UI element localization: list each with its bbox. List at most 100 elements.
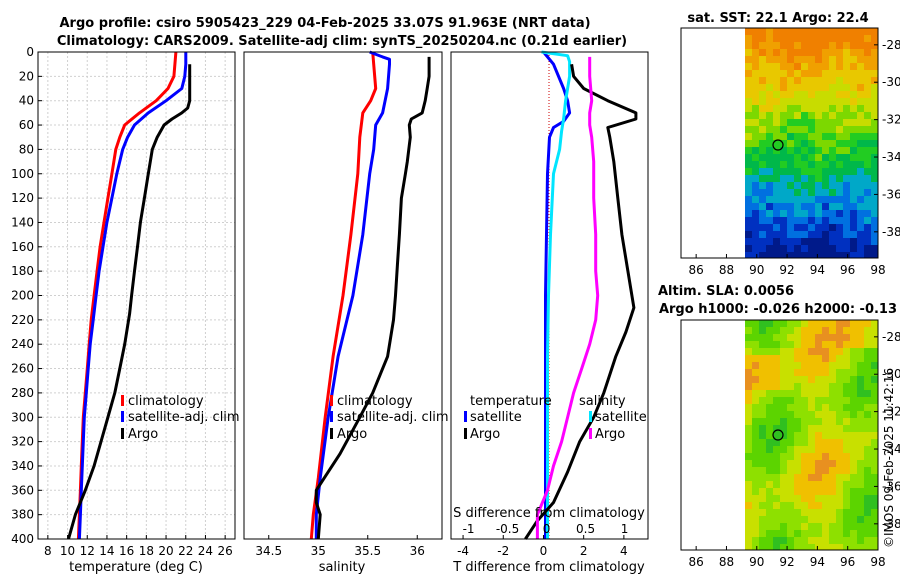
sst-cell: [808, 49, 816, 57]
sla-cell: [808, 467, 816, 475]
sst-cell: [801, 35, 809, 43]
sla-cell: [752, 362, 760, 370]
sst-cell: [773, 77, 781, 85]
lon-tick-label-88: 88: [719, 555, 734, 569]
sla-cell: [752, 509, 760, 517]
sst-cell: [850, 210, 858, 218]
imos-timestamp-footer: ©IMOS 09-Feb-2025 11:42:16: [882, 368, 896, 548]
sla-cell: [780, 446, 788, 454]
sst-cell: [794, 203, 802, 211]
sla-cell: [808, 544, 816, 550]
legend-swatch-t-argo: [464, 428, 467, 439]
sla-cell: [843, 488, 851, 496]
sst-cell: [836, 49, 844, 57]
sst-cell: [766, 28, 774, 36]
sla-cell: [871, 523, 878, 531]
x-tick-label-2: -2: [497, 544, 509, 558]
sst-cell: [843, 203, 851, 211]
sla-cell: [766, 341, 774, 349]
sst-cell: [836, 28, 844, 36]
sst-cell: [829, 35, 837, 43]
sst-cell: [794, 133, 802, 141]
sst-cell: [752, 238, 760, 246]
sla-cell: [822, 411, 830, 419]
sla-cell: [773, 390, 781, 398]
sst-cell: [843, 175, 851, 183]
sst-cell: [808, 84, 816, 92]
sla-cell: [850, 439, 858, 447]
sla-cell: [850, 488, 858, 496]
sst-cell: [773, 112, 781, 120]
sst-cell: [801, 175, 809, 183]
sla-cell: [850, 523, 858, 531]
sla-cell: [843, 495, 851, 503]
sst-cell: [759, 217, 767, 225]
sst-cell: [780, 63, 788, 71]
sst-cell: [787, 140, 795, 148]
series-line-t-argo: [524, 63, 638, 540]
sst-cell: [836, 217, 844, 225]
legend-label-argo: Argo: [337, 427, 367, 442]
sla-cell: [759, 453, 767, 461]
y-tick-label-400: 400: [11, 532, 34, 546]
sst-cell: [780, 161, 788, 169]
sla-cell: [752, 341, 760, 349]
sla-cell: [801, 502, 809, 510]
sla-cell: [801, 467, 809, 475]
sla-cell: [864, 404, 872, 412]
sla-cell: [780, 474, 788, 482]
sst-cell: [745, 28, 753, 36]
sla-cell: [745, 537, 753, 545]
sla-cell: [801, 544, 809, 550]
sst-cell: [871, 98, 878, 106]
s-difference-x-label: S difference from climatology: [453, 506, 645, 521]
sla-cell: [822, 481, 830, 489]
sla-cell: [836, 390, 844, 398]
x-tick-label-22: 22: [178, 544, 193, 558]
sla-cell: [843, 397, 851, 405]
sst-cell: [766, 42, 774, 50]
sla-cell: [850, 320, 858, 328]
x-tick-label-10: 10: [60, 544, 75, 558]
sla-cell: [836, 383, 844, 391]
sst-cell: [752, 231, 760, 239]
sla-cell: [850, 481, 858, 489]
sla-cell: [808, 397, 816, 405]
legend-swatch-satellite: [330, 411, 333, 422]
sla-cell: [759, 446, 767, 454]
sst-cell: [808, 189, 816, 197]
sla-cell: [815, 348, 823, 356]
sst-cell: [822, 210, 830, 218]
sla-cell: [766, 537, 774, 545]
sla-cell: [787, 425, 795, 433]
sla-cell: [829, 488, 837, 496]
sla-cell: [766, 320, 774, 328]
sst-cell: [822, 77, 830, 85]
sst-cell: [836, 112, 844, 120]
temperature-legend: climatology satellite-adj. clim Argo: [121, 394, 240, 442]
sst-cell: [787, 231, 795, 239]
sst-cell: [759, 245, 767, 253]
sla-cell: [815, 481, 823, 489]
y-tick-label-160: 160: [11, 240, 34, 254]
sst-cell: [801, 140, 809, 148]
salinity-panel: 34.5 35 35.5 36 salinity climatology satell…: [243, 50, 449, 575]
sla-cell: [850, 474, 858, 482]
sla-cell: [773, 369, 781, 377]
sst-cell: [857, 91, 865, 99]
sst-cell: [787, 70, 795, 78]
sst-cell: [829, 224, 837, 232]
sla-cell: [822, 446, 830, 454]
sla-cell: [843, 530, 851, 538]
sst-cell: [780, 98, 788, 106]
sla-cell: [871, 530, 878, 538]
sst-cell: [780, 203, 788, 211]
sst-cell: [759, 91, 767, 99]
sst-cell: [801, 70, 809, 78]
sla-cell: [801, 481, 809, 489]
sst-cell: [808, 147, 816, 155]
sla-cell: [780, 537, 788, 545]
sst-cell: [829, 98, 837, 106]
sst-cell: [794, 126, 802, 134]
lon-tick-label-94: 94: [810, 555, 825, 569]
